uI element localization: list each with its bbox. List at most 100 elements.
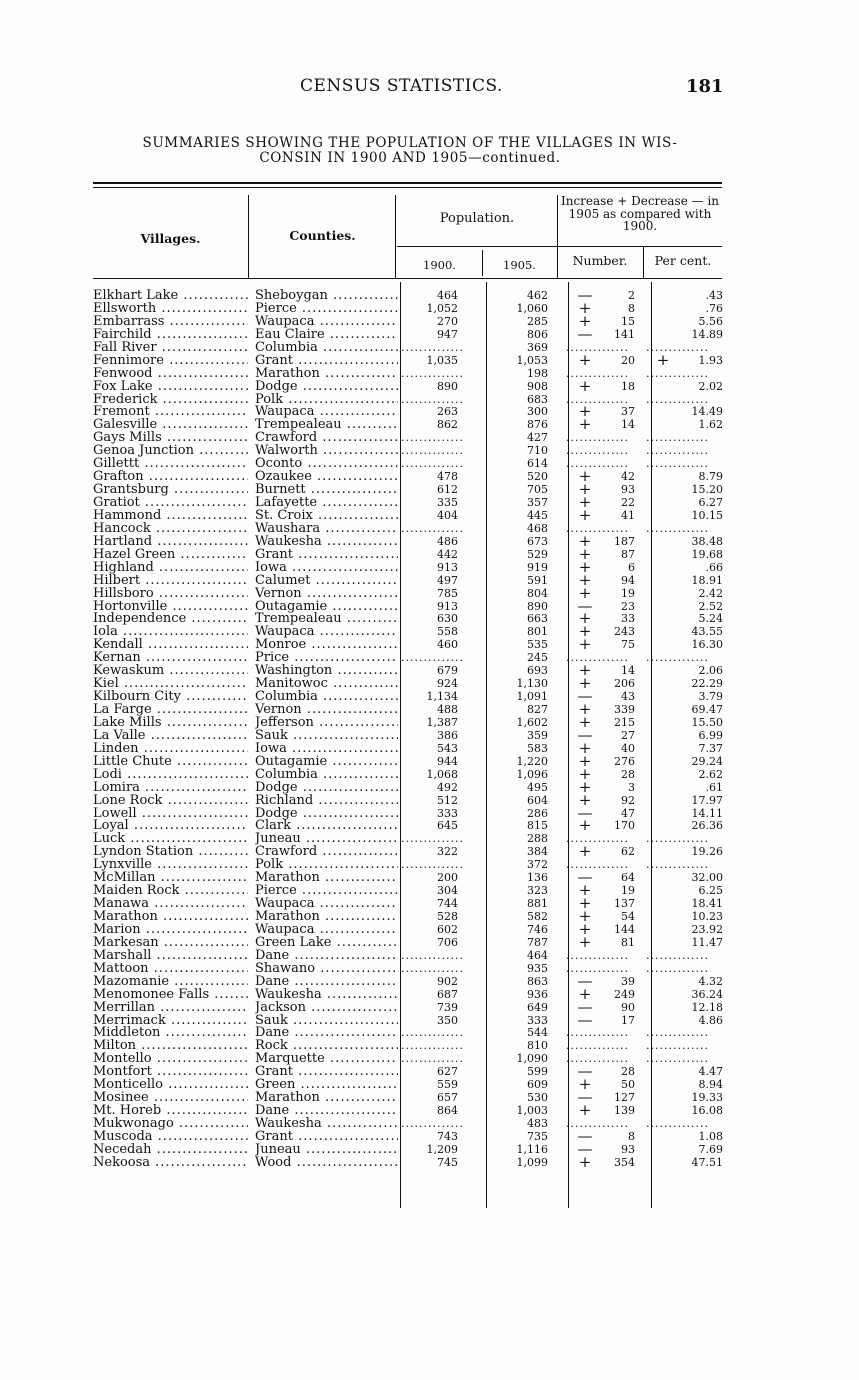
table-row: Lake Mills Jefferson 1,387 1,602 +215 15.50	[93, 714, 733, 729]
header-villages: Villages.	[140, 231, 201, 246]
county-name: Dodge	[255, 380, 398, 393]
population-1905: 604	[527, 793, 548, 807]
table-row: Marshall Dane.............. 464...........…	[93, 949, 733, 962]
population-1905: 462	[527, 289, 548, 302]
population-1905: 582	[527, 910, 548, 923]
table-row: Marathon Marathon 528 582 +54 10.23	[93, 909, 733, 924]
table-row: Luck Juneau.............. 288.............…	[93, 832, 733, 845]
change-number: 19	[621, 586, 635, 600]
population-1905: 495	[527, 780, 548, 794]
population-1900: 386	[437, 728, 458, 742]
change-number: 127	[614, 1091, 635, 1105]
village-name: Kernan	[93, 651, 248, 664]
population-1900: 679	[437, 664, 458, 678]
population-1900: 528	[437, 910, 458, 923]
change-number-blank: ..............	[566, 961, 629, 975]
change-number-blank: ..............	[566, 457, 629, 471]
village-name: Hillsboro	[93, 587, 248, 600]
county-name: Iowa	[255, 742, 398, 755]
village-name: Kilbourn City	[93, 690, 248, 703]
county-name: Waupaca	[255, 923, 398, 936]
population-1900: 602	[437, 922, 458, 936]
population-1900: 947	[437, 327, 458, 341]
change-number: 170	[614, 819, 635, 833]
header-counties: Counties.	[289, 228, 356, 243]
village-name: Galesville	[93, 418, 248, 431]
table-row: Gratiot Lafayette 335 357 +22 6.27	[93, 495, 733, 510]
col-divider	[400, 282, 401, 1208]
village-name: Milton	[93, 1039, 248, 1052]
change-sign: +	[578, 1101, 592, 1120]
population-1905: 1,130	[516, 677, 549, 691]
table-row: Kernan Price.............. 245............…	[93, 651, 733, 664]
county-name: Waukesha	[255, 988, 398, 1001]
change-percent: 14.89	[691, 327, 724, 341]
change-percent: 69.47	[691, 703, 724, 716]
village-name: Hancock	[93, 522, 248, 535]
county-name: Marathon	[255, 1091, 398, 1104]
col-divider	[557, 195, 558, 279]
village-name: Highland	[93, 561, 248, 574]
change-number: 75	[621, 638, 635, 652]
change-sign: +	[578, 1152, 592, 1171]
change-percent-blank: ..............	[646, 521, 709, 535]
county-name: Sheboygan	[255, 289, 398, 302]
change-number-blank: ..............	[566, 858, 629, 872]
population-1905: 663	[527, 612, 548, 626]
population-1900: 497	[437, 573, 458, 587]
population-1905: 935	[527, 961, 548, 975]
table-row: Little Chute Outagamie 944 1,220 +276 29.24	[93, 753, 733, 768]
change-number: 27	[621, 728, 635, 742]
header-percent: Per cent.	[654, 253, 712, 268]
population-1900: 1,134	[426, 690, 459, 704]
village-name: Gays Mills	[93, 431, 248, 444]
change-number: 28	[621, 767, 635, 781]
table-row: Kewaskum Washington 679 693 +14 2.06	[93, 663, 733, 678]
table-row: Lodi Columbia 1,068 1,096 +28 2.62	[93, 766, 733, 781]
change-number-blank: ..............	[566, 651, 629, 665]
county-name: Walworth	[255, 444, 398, 457]
change-number: 276	[614, 754, 635, 768]
change-number: 87	[621, 547, 635, 561]
population-1905: 468	[527, 521, 548, 535]
village-name: Lake Mills	[93, 716, 248, 729]
table-row: Nekoosa Wood 745 1,099 +354 47.51	[93, 1152, 733, 1171]
population-1905: 876	[527, 418, 548, 432]
change-number: 249	[614, 987, 635, 1001]
population-1905: 609	[527, 1078, 548, 1092]
table-row: Mt. Horeb Dane 864 1,003 +139 16.08	[93, 1101, 733, 1120]
table-row: La Farge Vernon 488 827 +339 69.47	[93, 702, 733, 717]
percent-sign: +	[656, 350, 670, 369]
change-percent: 36.24	[691, 987, 724, 1001]
village-name: Mattoon	[93, 962, 248, 975]
change-percent: 1.08	[698, 1129, 724, 1143]
table-row: Linden Iowa 543 583 +40 7.37	[93, 740, 733, 755]
county-name: Jackson	[255, 1001, 398, 1014]
population-1900: 460	[437, 638, 458, 652]
village-name: Merrillan	[93, 1001, 248, 1014]
change-number: 39	[621, 974, 635, 988]
change-number: 28	[621, 1065, 635, 1079]
change-percent-blank: ..............	[646, 340, 709, 354]
population-1905: 710	[527, 444, 548, 458]
county-name: Polk	[255, 858, 398, 871]
county-name: Eau Claire	[255, 328, 398, 341]
table-row: Fremont Waupaca 263 300 +37 14.49	[93, 404, 733, 419]
county-name: Wood	[255, 1156, 398, 1169]
population-1905: 357	[527, 496, 548, 509]
population-1905: 683	[527, 392, 548, 406]
change-percent: 14.49	[691, 405, 724, 419]
population-1905: 599	[527, 1065, 548, 1079]
table-row: Gillettt Oconto.............. 614.........…	[93, 457, 733, 470]
table-row: Hazel Green Grant 442 529 +87 19.68	[93, 546, 733, 561]
county-name: Juneau	[255, 832, 398, 845]
change-percent: 4.32	[698, 974, 724, 988]
county-name: Burnett	[255, 483, 398, 496]
population-1900: 744	[437, 897, 458, 911]
change-percent-blank: ..............	[646, 948, 709, 962]
change-sign: +	[578, 932, 592, 951]
population-1900: 1,052	[426, 301, 459, 315]
county-name: Polk	[255, 393, 398, 406]
population-1900: 745	[437, 1155, 458, 1169]
change-number: 41	[621, 508, 635, 522]
